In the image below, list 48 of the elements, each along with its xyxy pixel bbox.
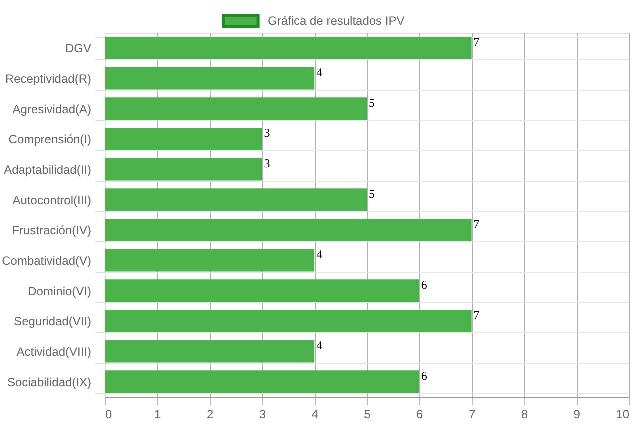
bar: [105, 158, 262, 181]
data-label: 3: [264, 156, 270, 170]
y-tick-label: Receptividad(R): [5, 72, 92, 86]
x-tick-label: 9: [574, 408, 581, 422]
data-label: 7: [474, 35, 480, 50]
data-label: 3: [264, 126, 270, 140]
bar: [105, 340, 315, 363]
data-label: 5: [369, 96, 375, 110]
data-label: 4: [316, 338, 323, 352]
bar: [105, 218, 472, 242]
x-tick-label: 4: [312, 408, 319, 422]
data-label: 7: [474, 308, 480, 322]
y-tick-label: Adaptabilidad(II): [4, 163, 92, 177]
y-tick-label: Comprensión(I): [8, 132, 92, 147]
bar: [105, 249, 315, 272]
data-label: 6: [421, 368, 428, 383]
data-label: 4: [316, 66, 323, 80]
data-label: 4: [316, 248, 323, 262]
x-tick-label: 2: [206, 408, 214, 422]
data-label: 6: [421, 278, 428, 292]
bar: [105, 128, 262, 150]
bar: [105, 310, 472, 332]
y-tick-label: Seguridad(VII): [14, 314, 92, 329]
data-label: 7: [474, 217, 480, 232]
data-label: 5: [369, 186, 375, 201]
y-tick-label: Sociabilidad(IX): [7, 375, 92, 390]
bar: [105, 67, 315, 90]
bar: [105, 188, 367, 212]
bar: [105, 36, 472, 60]
y-tick-label: Dominio(VI): [28, 284, 92, 298]
y-tick-label: Actividad(VIII): [16, 345, 92, 359]
y-tick-label: Autocontrol(III): [12, 193, 92, 208]
bar: [105, 370, 420, 394]
x-tick-label: 6: [416, 408, 424, 422]
x-tick-label: 0: [106, 408, 112, 422]
x-tick-label: 8: [521, 408, 528, 422]
x-tick-label: 10: [616, 408, 630, 422]
y-tick-label: Agresividad(A): [12, 102, 92, 116]
y-tick-label: Frustración(IV): [12, 224, 92, 238]
x-tick-label: 7: [468, 408, 476, 422]
x-tick-label: 1: [154, 408, 162, 422]
x-tick-label: 3: [259, 408, 266, 422]
legend-label: Gráfica de resultados IPV: [268, 14, 405, 28]
bar: [105, 98, 367, 120]
x-tick-label: 5: [364, 408, 372, 422]
y-tick-label: DGV: [65, 42, 92, 56]
y-tick-label: Combatividad(V): [2, 254, 92, 268]
bar: [105, 280, 420, 302]
